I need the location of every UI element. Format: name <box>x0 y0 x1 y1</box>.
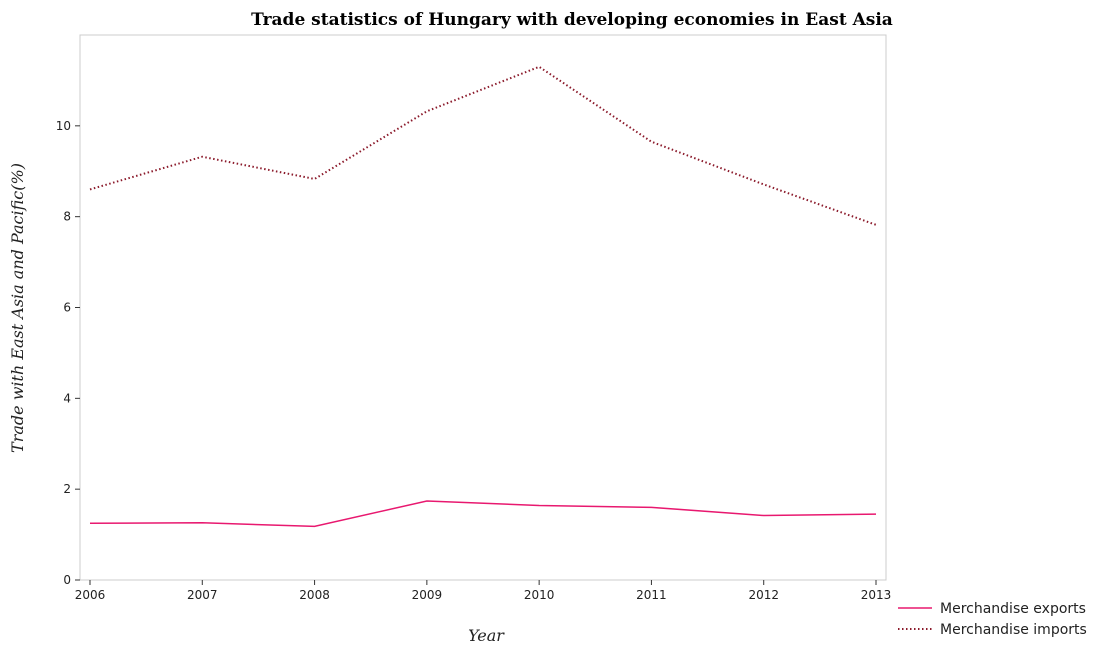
plot-area <box>79 34 887 581</box>
x-tick-label: 2010 <box>524 588 555 602</box>
x-tick-label: 2011 <box>636 588 667 602</box>
x-axis-label: Year <box>468 626 505 645</box>
x-tick-label: 2009 <box>412 588 443 602</box>
y-axis: 0 2 4 6 8 10 <box>56 119 80 587</box>
chart-title: Trade statistics of Hungary with develop… <box>251 10 893 30</box>
series-lines <box>89 65 877 528</box>
y-tick-label: 8 <box>63 210 71 224</box>
series-line-exports <box>89 500 877 528</box>
x-tick-label: 2013 <box>861 588 892 602</box>
x-tick-label: 2007 <box>187 588 218 602</box>
x-tick-label: 2006 <box>75 588 106 602</box>
y-tick-label: 0 <box>63 573 71 587</box>
y-tick-label: 10 <box>56 119 71 133</box>
legend-label: Merchandise imports <box>940 622 1087 638</box>
x-tick-label: 2012 <box>748 588 779 602</box>
y-tick-label: 4 <box>63 391 71 405</box>
y-tick-label: 2 <box>63 482 71 496</box>
y-tick-label: 6 <box>63 301 71 315</box>
x-tick-label: 2008 <box>299 588 330 602</box>
series-line-imports <box>89 65 877 226</box>
y-axis-label: Trade with East Asia and Pacific(%) <box>8 163 27 453</box>
legend-label: Merchandise exports <box>940 601 1086 617</box>
x-axis: 2006 2007 2008 2009 2010 2011 2012 2013 <box>75 580 892 602</box>
legend: Merchandise exports Merchandise imports <box>898 601 1087 638</box>
